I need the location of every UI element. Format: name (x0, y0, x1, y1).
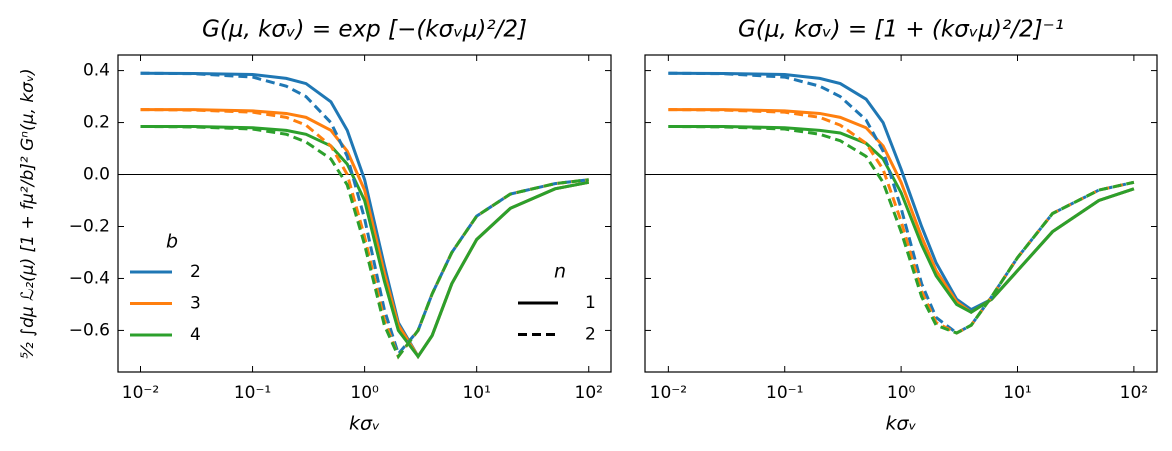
x-tick-label: 10² (1120, 383, 1148, 403)
legend-title: b (166, 231, 178, 253)
series-line (140, 124, 589, 360)
y-tick-label: −0.2 (69, 216, 110, 236)
series-line (668, 108, 1135, 335)
x-tick-label: 10² (575, 383, 603, 403)
plot-frame (117, 54, 612, 373)
series-line (140, 71, 589, 357)
plot-frame (644, 54, 1158, 373)
legend-title: n (554, 261, 566, 283)
series-line (668, 124, 1135, 335)
series-line (140, 71, 590, 360)
x-tick-label: 10⁰ (350, 383, 379, 403)
x-tick-label: 10¹ (462, 383, 490, 403)
y-tick-label: 0.0 (83, 165, 110, 185)
legend-label: 1 (585, 293, 596, 313)
series-line (140, 108, 589, 360)
series-line (140, 108, 590, 360)
y-tick-label: −0.4 (69, 268, 110, 288)
x-tick-label: 10⁻¹ (234, 383, 271, 403)
x-axis-label: kσᵥ (349, 413, 380, 435)
legend-label: 2 (190, 262, 201, 282)
y-tick-label: −0.6 (69, 320, 110, 340)
x-tick-label: 10⁻¹ (766, 383, 803, 403)
chart-title: G(μ, kσᵥ) = exp [−(kσᵥμ)²/2] (202, 17, 527, 43)
legend-label: 4 (190, 325, 201, 345)
x-tick-label: 10⁻² (650, 383, 687, 403)
series-line (668, 71, 1135, 335)
x-tick-label: 10⁻² (122, 383, 159, 403)
y-tick-label: 0.4 (83, 61, 110, 81)
x-tick-label: 10⁰ (887, 383, 916, 403)
y-axis-label: ⁵⁄₂ ∫dμ ℒ₂(μ) [1 + fμ²/b]² Gⁿ(μ, kσᵥ) (18, 68, 38, 358)
legend-label: 2 (585, 325, 596, 345)
x-axis-label: kσᵥ (886, 413, 917, 435)
legend-label: 3 (190, 294, 201, 314)
x-tick-label: 10¹ (1003, 383, 1031, 403)
y-tick-label: 0.2 (83, 113, 110, 133)
series-line (668, 124, 1135, 314)
chart-title: G(μ, kσᵥ) = [1 + (kσᵥμ)²/2]⁻¹ (738, 17, 1064, 43)
series-line (140, 124, 590, 359)
